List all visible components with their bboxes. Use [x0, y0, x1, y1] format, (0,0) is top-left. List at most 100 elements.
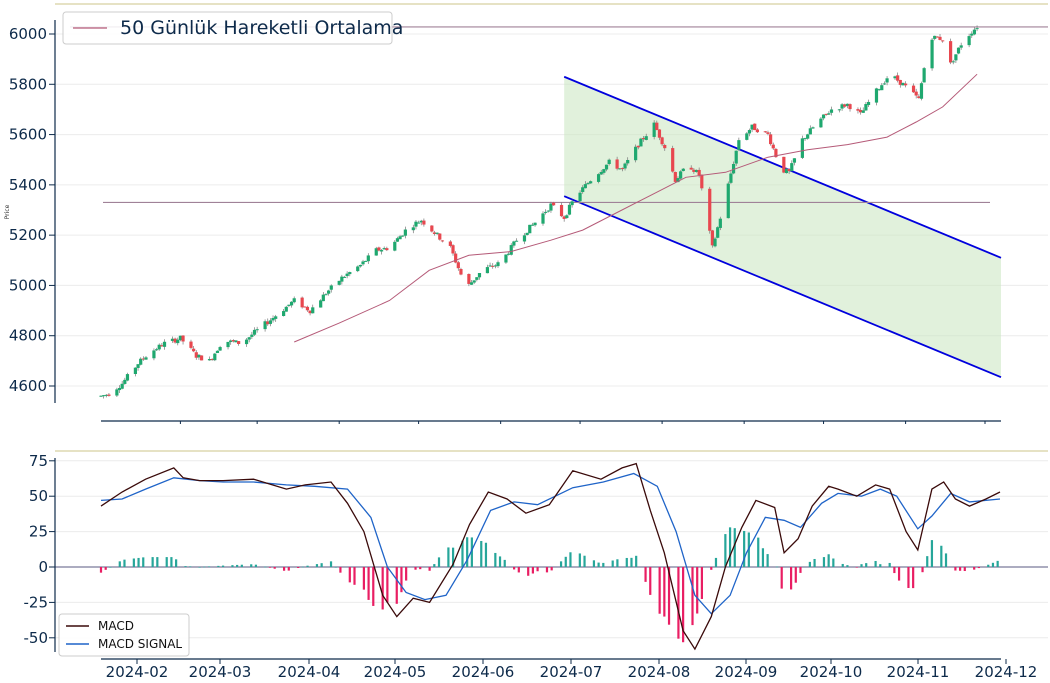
- histogram-bar-positive: [184, 566, 187, 567]
- candle-down: [562, 216, 566, 219]
- histogram-bar-negative: [912, 567, 915, 589]
- candle-down: [753, 123, 757, 131]
- candle-up: [734, 150, 738, 164]
- candle-down: [181, 335, 185, 342]
- candle-up: [329, 285, 333, 290]
- candle-up: [255, 329, 259, 331]
- candle-down: [266, 321, 270, 325]
- histogram-bar-negative: [897, 567, 901, 581]
- histogram-bar-negative: [381, 567, 384, 610]
- histogram-bar-negative: [893, 567, 896, 574]
- candle-up: [618, 168, 622, 170]
- candle-up: [694, 169, 699, 173]
- histogram-bar-negative: [794, 567, 797, 583]
- histogram-bar-positive: [301, 566, 304, 568]
- candle-down: [660, 137, 664, 145]
- histogram-bar-negative: [287, 567, 290, 571]
- histogram-bar-positive: [813, 558, 816, 567]
- candle-up: [676, 178, 680, 183]
- histogram-bar-positive: [926, 556, 929, 567]
- candle-up: [874, 88, 879, 103]
- candle-up: [652, 122, 656, 137]
- x-tick-label: 2024-05: [364, 663, 427, 681]
- candle-up: [263, 321, 267, 330]
- x-tick-label: 2024-10: [800, 663, 863, 681]
- histogram-bar-positive: [437, 557, 441, 567]
- price-tick-label: 6000: [9, 25, 47, 43]
- histogram-bar-positive: [616, 559, 619, 567]
- candle-down: [700, 174, 704, 189]
- candle-up: [578, 192, 582, 202]
- candle-up: [361, 261, 365, 265]
- histogram-bar-positive: [132, 558, 135, 567]
- candle-up: [589, 181, 593, 184]
- price-tick-label: 5600: [9, 126, 47, 144]
- histogram-bar-positive: [250, 564, 253, 567]
- candle-up: [133, 367, 138, 375]
- candle-up: [845, 103, 849, 106]
- histogram-bar-positive: [944, 553, 948, 567]
- candle-up: [401, 235, 405, 237]
- histogram-bar-positive: [743, 530, 746, 567]
- candle-up: [117, 387, 122, 391]
- price-legend: 50 Günlük Hareketli Ortalama: [62, 11, 403, 45]
- candle-up: [324, 294, 328, 296]
- candle-up: [144, 357, 148, 360]
- candle-up: [544, 211, 548, 213]
- candle-up: [268, 320, 272, 324]
- candle-up: [604, 164, 609, 170]
- histogram-bar-negative: [386, 567, 389, 603]
- candle-up: [607, 159, 611, 165]
- histogram-bar-negative: [958, 567, 962, 571]
- histogram-bar-positive: [433, 564, 436, 567]
- candle-up: [737, 140, 741, 150]
- histogram-bar-positive: [165, 557, 168, 567]
- candle-up: [475, 277, 479, 280]
- candle-down: [173, 338, 177, 343]
- channel-lower-line: [563, 195, 1002, 379]
- candle-up: [411, 227, 415, 231]
- candle-up: [207, 359, 212, 361]
- histogram-bar-positive: [991, 562, 995, 567]
- histogram-bar-positive: [841, 563, 844, 567]
- histogram-bar-positive: [630, 557, 633, 567]
- candle-up: [866, 101, 871, 106]
- histogram-bar-positive: [597, 562, 600, 567]
- candle-down: [192, 348, 196, 352]
- histogram-bar-positive: [203, 566, 206, 568]
- candle-up: [488, 265, 492, 267]
- signal-legend-label: MACD SIGNAL: [98, 637, 182, 651]
- candle-down: [856, 109, 860, 111]
- histogram-bar-positive: [198, 567, 201, 568]
- histogram-bar-positive: [142, 557, 145, 567]
- price-axis-label: Price: [4, 204, 11, 219]
- histogram-bar-positive: [156, 557, 159, 567]
- candle-up: [327, 290, 331, 294]
- histogram-bar-positive: [137, 557, 140, 567]
- histogram-bar-negative: [780, 567, 783, 589]
- candle-up: [364, 260, 368, 262]
- histogram-bar-negative: [268, 567, 272, 568]
- candle-up: [922, 68, 926, 83]
- candle-up: [104, 394, 108, 396]
- candle-up: [954, 54, 958, 61]
- candle-up: [602, 169, 606, 173]
- candle-down: [559, 204, 564, 217]
- histogram-bar-positive: [170, 557, 173, 567]
- candle-up: [244, 339, 249, 345]
- candle-down: [655, 122, 659, 130]
- histogram-bar-negative: [513, 567, 516, 570]
- candle-up: [819, 118, 823, 128]
- macd-tick-label: 75: [29, 452, 48, 470]
- histogram-bar-positive: [461, 540, 464, 567]
- histogram-bar-negative: [348, 567, 351, 583]
- candle-up: [972, 29, 977, 35]
- candle-up: [623, 163, 627, 169]
- candle-down: [896, 75, 900, 81]
- candle-up: [382, 248, 386, 250]
- candle-up: [567, 204, 572, 215]
- candle-down: [848, 104, 852, 110]
- histogram-bar-positive: [583, 555, 586, 567]
- price-tick-label: 4600: [9, 377, 47, 395]
